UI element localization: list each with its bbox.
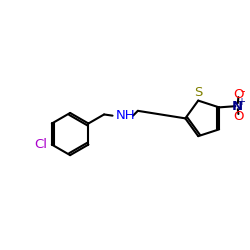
Text: N: N bbox=[232, 100, 243, 113]
Text: O: O bbox=[233, 110, 244, 123]
Text: NH: NH bbox=[116, 109, 136, 122]
Text: O: O bbox=[233, 88, 244, 101]
Text: +: + bbox=[237, 97, 245, 107]
Text: S: S bbox=[194, 86, 202, 99]
Text: -: - bbox=[240, 85, 245, 98]
Text: Cl: Cl bbox=[34, 138, 47, 151]
